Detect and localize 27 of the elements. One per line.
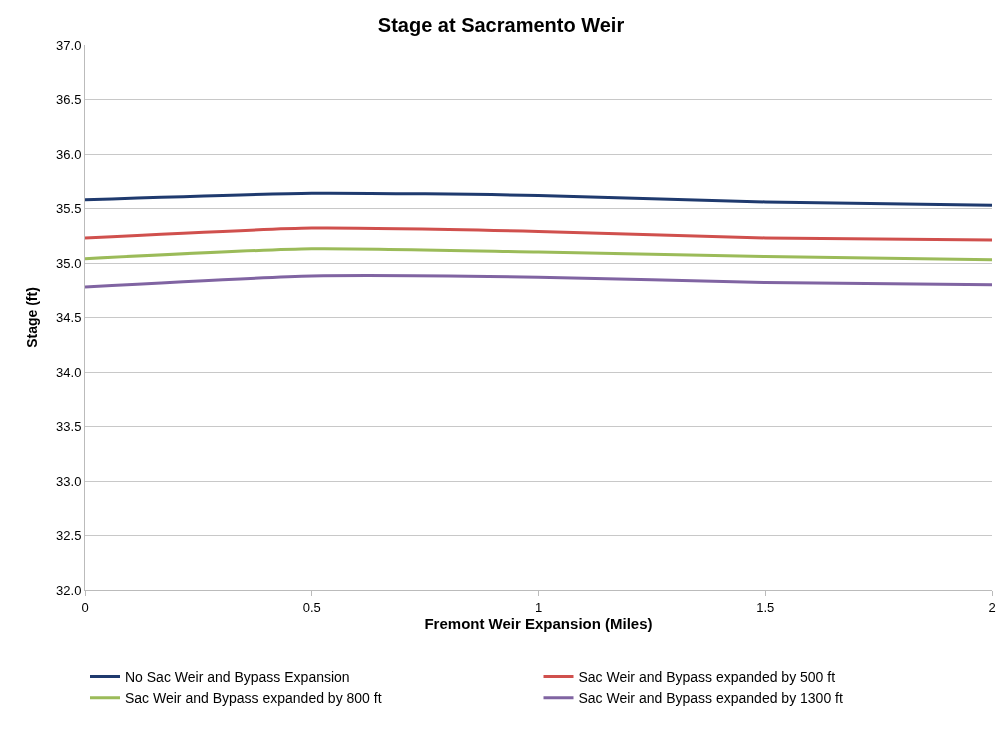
chart-title: Stage at Sacramento Weir bbox=[377, 14, 625, 37]
y-tick-label: 33.5 bbox=[56, 419, 82, 435]
y-tick-label: 33.0 bbox=[56, 473, 82, 489]
x-tick-label: 1.5 bbox=[756, 599, 775, 615]
legend-label: Sac Weir and Bypass expanded by 800 ft bbox=[125, 690, 382, 707]
x-tick-label: 0 bbox=[81, 599, 89, 615]
y-tick-label: 36.0 bbox=[56, 146, 82, 162]
line-series bbox=[85, 274, 992, 289]
line-series bbox=[85, 247, 992, 262]
y-tick-label: 32.0 bbox=[56, 582, 82, 598]
line-series bbox=[85, 226, 992, 242]
legend-label: No Sac Weir and Bypass Expansion bbox=[125, 668, 350, 685]
x-tick-label: 1 bbox=[534, 599, 543, 615]
y-tick-label: 35.0 bbox=[56, 255, 82, 271]
y-tick-label: 36.5 bbox=[56, 92, 82, 108]
y-axis-title: Stage (ft) bbox=[23, 287, 40, 348]
legend-label: Sac Weir and Bypass expanded by 500 ft bbox=[578, 668, 836, 685]
y-tick-label: 37.0 bbox=[56, 37, 82, 53]
y-tick-label: 32.5 bbox=[56, 528, 82, 544]
y-tick-label: 35.5 bbox=[56, 201, 82, 217]
x-tick-label: 2 bbox=[988, 599, 996, 615]
x-axis-title: Fremont Weir Expansion (Miles) bbox=[424, 614, 653, 632]
legend-label: Sac Weir and Bypass expanded by 1300 ft bbox=[578, 690, 843, 707]
y-tick-label: 34.0 bbox=[56, 364, 82, 380]
x-tick-label: 0.5 bbox=[302, 599, 321, 615]
line-series bbox=[85, 191, 992, 207]
y-tick-label: 34.5 bbox=[56, 310, 82, 326]
